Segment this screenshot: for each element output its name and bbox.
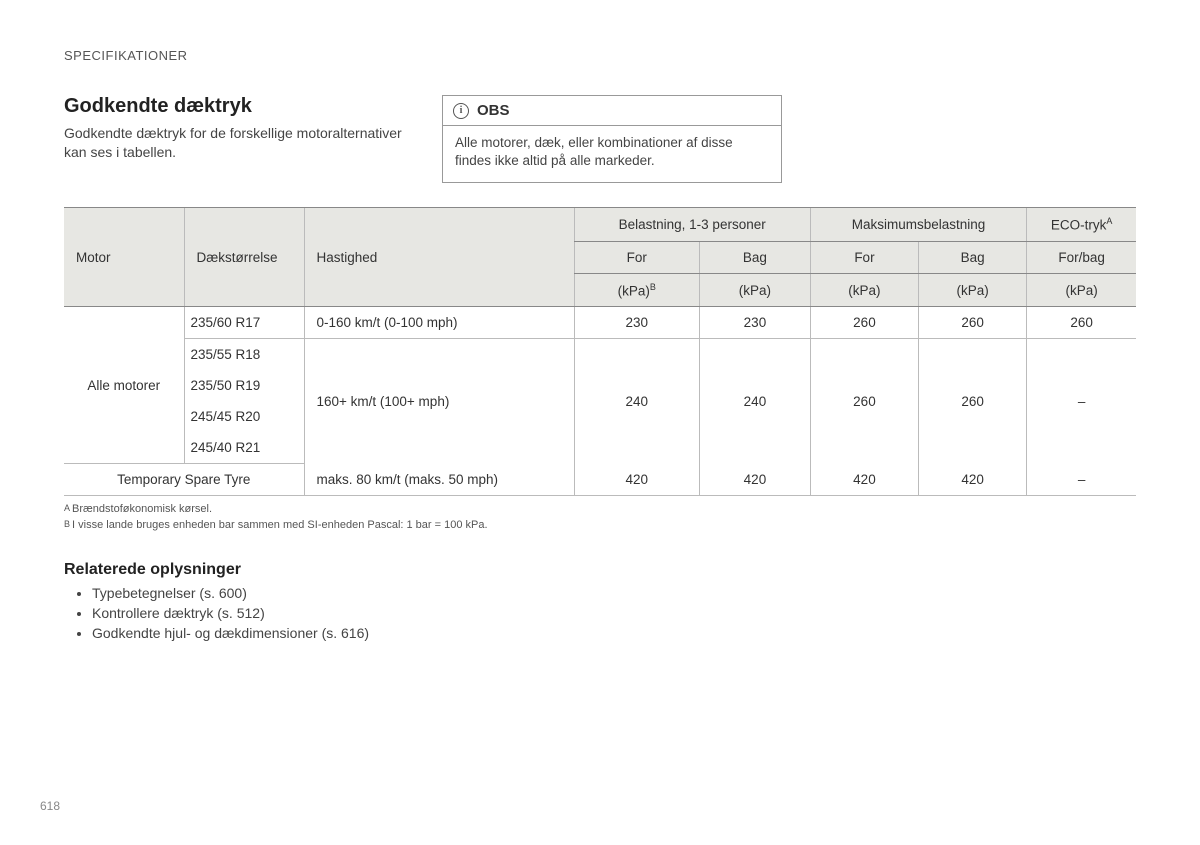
cell-spare-v2: 420 [700,464,811,496]
cell-tyre-2: 235/50 R19 [184,370,304,401]
cell-spare-v4: 420 [919,464,1027,496]
th-kpa-4: (kPa) [919,273,1027,307]
related-item-1: Kontrollere dæktryk (s. 512) [92,605,1136,621]
obs-body: Alle motorer, dæk, eller kombinationer a… [443,126,781,182]
th-frontrear: For/bag [1027,241,1136,273]
cell-r2-v3: 260 [810,339,918,464]
cell-spare-speed: maks. 80 km/t (maks. 50 mph) [304,464,574,496]
page-number: 618 [40,799,60,813]
th-eco: ECO-trykA [1027,208,1136,242]
th-load13: Belastning, 1-3 personer [574,208,810,242]
obs-note-box: i OBS Alle motorer, dæk, eller kombinati… [442,95,782,183]
cell-r1-v3: 260 [810,307,918,339]
info-icon: i [453,103,469,119]
cell-tyre-4: 245/40 R21 [184,432,304,464]
cell-r2-v5: – [1027,339,1136,464]
cell-speed-1: 160+ km/t (100+ mph) [304,339,574,464]
tyre-pressure-table: Motor Dækstørrelse Hastighed Belastning,… [64,207,1136,496]
cell-tyre-3: 245/45 R20 [184,401,304,432]
th-maxload: Maksimumsbelastning [810,208,1026,242]
th-kpa-2: (kPa) [700,273,811,307]
th-kpa-5: (kPa) [1027,273,1136,307]
section-header: SPECIFIKATIONER [64,48,1136,63]
intro-text: Godkendte dæktryk for de forskellige mot… [64,124,424,162]
related-item-0: Typebetegnelser (s. 600) [92,585,1136,601]
cell-spare-v3: 420 [810,464,918,496]
cell-r2-v1: 240 [574,339,700,464]
th-kpa-1: (kPa)B [574,273,700,307]
th-front-1: For [574,241,700,273]
related-list: Typebetegnelser (s. 600) Kontrollere dæk… [64,585,1136,641]
th-tyre: Dækstørrelse [184,208,304,307]
cell-spare-label: Temporary Spare Tyre [64,464,304,496]
cell-r1-v4: 260 [919,307,1027,339]
footnotes: ABrændstoføkonomisk kørsel. BI visse lan… [64,502,1136,533]
th-kpa-3: (kPa) [810,273,918,307]
cell-r1-v5: 260 [1027,307,1136,339]
th-motor: Motor [64,208,184,307]
cell-speed-0: 0-160 km/t (0-100 mph) [304,307,574,339]
footnote-b: I visse lande bruges enheden bar sammen … [72,519,488,531]
intro-row: Godkendte dæktryk Godkendte dæktryk for … [64,95,1136,183]
footnote-a: Brændstoføkonomisk kørsel. [72,503,212,515]
cell-spare-v1: 420 [574,464,700,496]
cell-r2-v4: 260 [919,339,1027,464]
th-speed: Hastighed [304,208,574,307]
cell-spare-v5: – [1027,464,1136,496]
cell-r1-v2: 230 [700,307,811,339]
cell-motor: Alle motorer [64,307,184,464]
related-item-2: Godkendte hjul- og dækdimensioner (s. 61… [92,625,1136,641]
obs-title: OBS [477,102,510,119]
cell-tyre-1: 235/55 R18 [184,339,304,371]
th-front-2: For [810,241,918,273]
cell-r2-v2: 240 [700,339,811,464]
th-rear-1: Bag [700,241,811,273]
related-title: Relaterede oplysninger [64,561,1136,579]
cell-tyre-0: 235/60 R17 [184,307,304,339]
cell-r1-v1: 230 [574,307,700,339]
page-title: Godkendte dæktryk [64,95,424,118]
th-rear-2: Bag [919,241,1027,273]
